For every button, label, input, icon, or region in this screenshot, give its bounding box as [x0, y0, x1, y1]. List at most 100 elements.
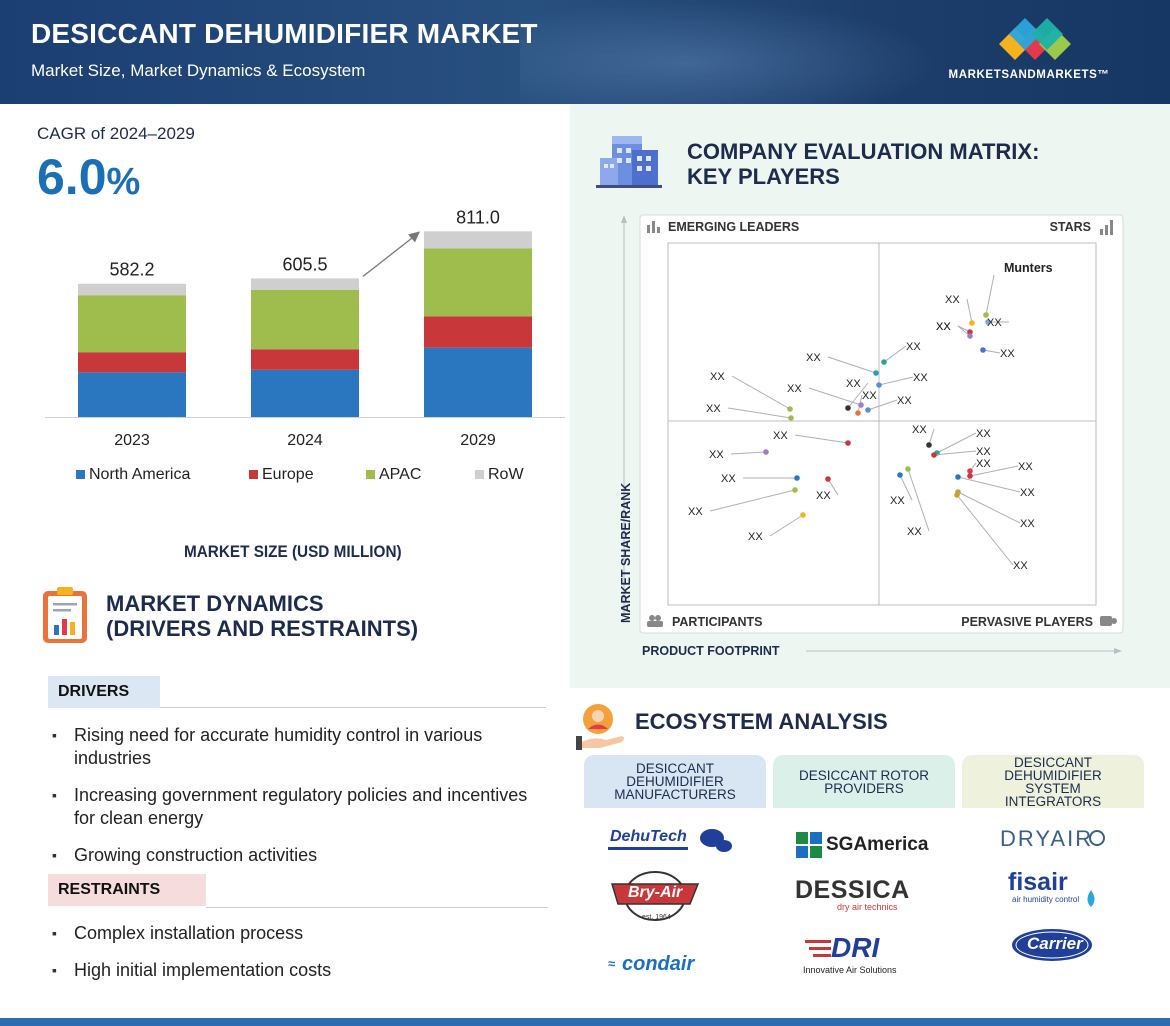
driver-item: Increasing government regulatory policie…	[52, 784, 532, 830]
stars-icon	[1100, 220, 1113, 235]
market-dynamics-title-line1: MARKET DYNAMICS	[106, 591, 324, 616]
matrix-label-placeholder: XX	[1020, 487, 1035, 499]
matrix-company-point	[897, 472, 903, 478]
matrix-label-munters: Munters	[1004, 261, 1053, 275]
logo-dehutech-text: DehuTech	[610, 828, 687, 845]
matrix-label-placeholder: XX	[846, 378, 861, 390]
header-banner: DESICCANT DEHUMIDIFIER MARKET Market Siz…	[0, 0, 1170, 104]
matrix-leader-line	[956, 494, 1014, 566]
matrix-company-point	[858, 402, 864, 408]
logo-dehutech: DehuTech	[608, 826, 734, 854]
participants-icon	[647, 615, 663, 627]
matrix-leader-line	[933, 450, 977, 456]
matrix-leader-line	[827, 356, 877, 374]
logo-dri-sub: Innovative Air Solutions	[803, 965, 897, 975]
matrix-company-point	[967, 333, 973, 339]
matrix-label-placeholder: XX	[710, 371, 725, 383]
matrix-label-placeholder: XX	[748, 531, 763, 543]
matrix-company-point	[881, 359, 887, 365]
logo-dessica: DESSICA dry air technics	[795, 876, 910, 916]
person-hand-icon	[576, 704, 624, 750]
bar-segment-apac-2024	[251, 289, 359, 350]
logo-bryair-text: Bry-Air	[628, 884, 683, 901]
eco-col-line: DEHUMIDIFIER	[1004, 767, 1102, 783]
matrix-leader-line	[907, 468, 930, 532]
category-label-2023: 2023	[114, 432, 150, 449]
matrix-company-point	[983, 312, 989, 318]
category-label-2029: 2029	[460, 432, 496, 449]
bar-segment-apac-2023	[78, 295, 186, 353]
logo-condair-text: condair	[622, 953, 695, 975]
matrix-leader-line	[731, 375, 791, 410]
logo-sgamerica: SGAmerica	[796, 830, 932, 860]
logo-dessica-text: DESSICA	[795, 876, 910, 904]
matrix-label-placeholder: XX	[936, 321, 951, 333]
carrier-oval-icon	[1012, 929, 1092, 961]
matrix-company-point	[873, 370, 879, 376]
restraints-list: Complex installation process High initia…	[52, 922, 532, 996]
matrix-label-placeholder: XX	[706, 403, 721, 415]
eco-col-line: SYSTEM	[1025, 780, 1081, 796]
matrix-company-point	[845, 440, 851, 446]
matrix-label-placeholder: XX	[1000, 348, 1015, 360]
quadrant-label-pervasive-players: PERVASIVE PLAYERS	[961, 615, 1093, 629]
matrix-company-point	[985, 319, 991, 325]
matrix-label-placeholder: XX	[816, 490, 831, 502]
legend-label-apac: APAC	[379, 466, 421, 483]
legend-label-row: RoW	[488, 466, 524, 483]
matrix-label-placeholder: XX	[976, 446, 991, 458]
ecosystem-column-manufacturers: DESICCANT DEHUMIDIFIER MANUFACTURERS	[584, 755, 766, 808]
cagr-label: CAGR of 2024–2029	[37, 124, 195, 143]
cagr-number: 6.0	[37, 149, 107, 205]
matrix-label-placeholder: XX	[913, 372, 928, 384]
total-label-2029: 811.0	[456, 207, 500, 227]
matrix-label-placeholder: XX	[806, 352, 821, 364]
y-axis-label: MARKET SHARE/RANK	[619, 483, 633, 623]
bar-segment-row-2024	[251, 278, 359, 290]
matrix-label-placeholder: XX	[897, 395, 912, 407]
matrix-label-placeholder: XX	[773, 430, 788, 442]
matrix-leader-line	[982, 349, 1001, 354]
logo-condair: ≈ condair	[608, 952, 718, 980]
legend-label-europe: Europe	[262, 466, 314, 483]
matrix-label-placeholder: XX	[688, 506, 703, 518]
matrix-label-placeholder: XX	[912, 424, 927, 436]
matrix-leader-line	[969, 465, 1019, 477]
restraints-divider	[206, 907, 548, 908]
matrix-leader-line	[883, 345, 907, 363]
matrix-leader-line	[847, 382, 869, 409]
quadrant-label-participants: PARTICIPANTS	[672, 615, 763, 629]
total-label-2024: 605.5	[282, 254, 327, 274]
market-size-bar-chart: 582.2 2023 605.5 2024 811.0 2029 North America…	[45, 207, 565, 483]
eco-col-line: PROVIDERS	[824, 780, 904, 796]
logo-dessica-sub: dry air technics	[837, 902, 898, 912]
category-label-2024: 2024	[287, 432, 323, 449]
matrix-leader-line	[899, 474, 913, 501]
eco-col-line: MANUFACTURERS	[614, 787, 736, 802]
dryair-circle-icon	[1089, 830, 1105, 846]
driver-item: Growing construction activities	[52, 844, 532, 867]
bryair-shape-icon	[610, 871, 700, 921]
logo-dryair: DRYAIR	[1000, 826, 1110, 856]
brand-diamonds-icon	[999, 18, 1071, 60]
matrix-leader-line	[769, 514, 804, 537]
bar-segment-north-america-2029	[424, 347, 532, 417]
legend-swatch-row	[475, 470, 484, 479]
ecosystem-column-rotor-providers: DESICCANT ROTOR PROVIDERS	[773, 755, 955, 808]
logo-fisair: fisair air humidity control	[1008, 868, 1100, 912]
matrix-title-line2: KEY PLAYERS	[687, 164, 840, 189]
matrix-company-point	[787, 406, 793, 412]
matrix-frame	[621, 214, 1124, 654]
matrix-label-placeholder: XX	[906, 341, 921, 353]
eco-col-line: INTEGRATORS	[1004, 793, 1102, 809]
matrix-label-placeholder: XX	[987, 317, 1002, 329]
brand-logo: MARKETSANDMARKETS™	[934, 14, 1124, 94]
matrix-company-point	[969, 320, 975, 326]
drivers-list: Rising need for accurate humidity contro…	[52, 724, 532, 881]
matrix-label-placeholder: XX	[936, 321, 951, 333]
cagr-unit: %	[106, 161, 141, 203]
matrix-label-placeholder: XX	[1013, 560, 1028, 572]
matrix-leader-line	[727, 407, 792, 419]
brand-name: MARKETSANDMARKETS™	[948, 69, 1110, 81]
matrix-company-point	[800, 512, 806, 518]
